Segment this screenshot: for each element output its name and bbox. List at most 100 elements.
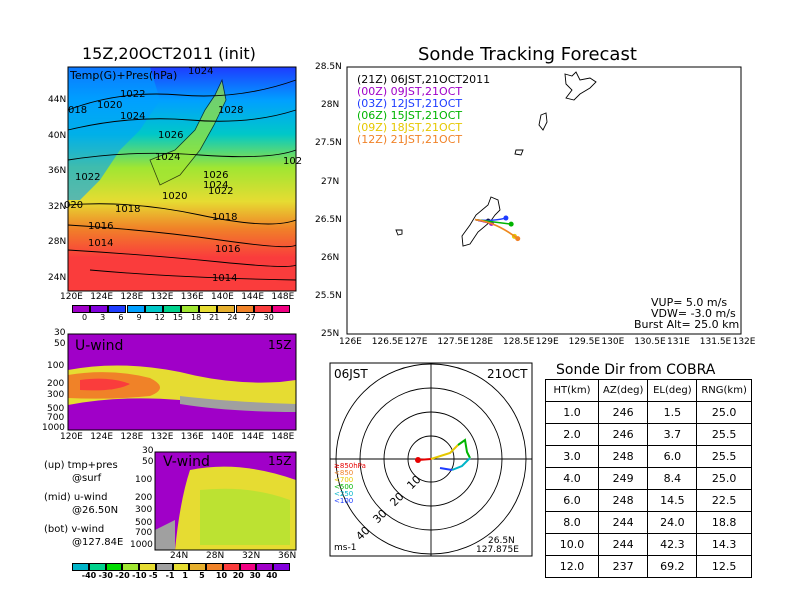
- colorbar-swatch: [172, 563, 190, 571]
- note-sub: @surf: [72, 473, 102, 484]
- isobar-label: 1018: [115, 204, 141, 215]
- lon-tick: 128E: [120, 292, 144, 302]
- colorbar-swatch: [90, 305, 109, 313]
- polar-top-right: 21OCT: [487, 367, 528, 381]
- table-cell: 244: [597, 511, 649, 534]
- colorbar-label: -1: [165, 571, 175, 580]
- colorbar-label: 0: [82, 313, 88, 322]
- legend-entry: (06Z) 15JST,21OCT: [357, 109, 463, 122]
- colorbar-swatch: [271, 305, 290, 313]
- note-sub: @127.84E: [72, 537, 124, 548]
- table-cell: 25.0: [696, 467, 752, 490]
- pressure-tick: 100: [47, 361, 65, 371]
- table-cell: 8.0: [545, 511, 599, 534]
- lon-tick: 132E: [150, 432, 174, 442]
- lat-tick: 26N: [321, 253, 340, 263]
- table-cell: 3.7: [647, 423, 698, 446]
- lat-tick: 36N: [278, 551, 297, 561]
- param-line: VUP= 5.0 m/s: [651, 296, 728, 309]
- lon-tick: 148E: [271, 292, 295, 302]
- colorbar-swatch: [155, 563, 173, 571]
- isobar-label: 1026: [203, 170, 229, 181]
- colorbar-swatch: [88, 563, 106, 571]
- colorbar-swatch: [105, 563, 123, 571]
- isobar-label: 1026: [158, 130, 184, 141]
- pressure-tick: 300: [135, 505, 153, 515]
- lon-tick: 140E: [211, 292, 234, 302]
- colorbar-label: 30: [249, 571, 261, 580]
- table-row: 8.0 244 24.0 18.8: [545, 511, 752, 534]
- lon-tick: 129E: [535, 337, 559, 347]
- colorbar-swatch: [181, 305, 200, 313]
- lon-tick: 144E: [241, 292, 265, 302]
- temp-map-svg: [67, 66, 297, 292]
- colorbar-label: 5: [199, 571, 205, 580]
- table-cell: 69.2: [647, 555, 698, 578]
- pressure-tick: 30: [142, 446, 154, 456]
- colorbar-swatch: [122, 563, 140, 571]
- colorbar-label: 20: [232, 571, 244, 580]
- pressure-tick: 100: [135, 475, 153, 485]
- u-wind-svg: [67, 333, 297, 431]
- map-label: Temp(G)+Pres(hPa): [70, 69, 178, 82]
- table-cell: 237: [597, 555, 649, 578]
- isobar-label: 1014: [212, 273, 238, 284]
- level-entry: <850: [334, 469, 354, 477]
- colorbar-label: 10: [215, 571, 228, 580]
- lat-tick: 40N: [48, 130, 67, 141]
- colorbar-swatch: [108, 305, 127, 313]
- pressure-tick: 200: [47, 379, 65, 389]
- isobar-label: 1018: [212, 212, 238, 223]
- table-cell: 12.5: [696, 555, 752, 578]
- table-cell: 24.0: [647, 511, 698, 534]
- note-sub: @26.50N: [72, 505, 119, 516]
- colorbar-swatch: [144, 305, 163, 313]
- table-cell: 6.0: [647, 445, 698, 468]
- sonde-table-title: Sonde Dir from COBRA: [556, 362, 716, 378]
- lat-tick: 28N: [206, 551, 225, 561]
- lon-tick: 136E: [180, 432, 204, 442]
- lat-tick: 27.5N: [315, 138, 342, 149]
- table-cell: 1.5: [647, 401, 698, 424]
- colorbar-swatch: [253, 305, 272, 313]
- sonde-table-header: HT(km) AZ(deg) EL(deg) RNG(km): [545, 379, 752, 402]
- legend-entry: (09Z) 18JST,21OCT: [357, 121, 463, 134]
- colorbar-label: 9: [136, 313, 142, 322]
- colorbar-label: 12: [154, 313, 165, 322]
- colorbar-label: 6: [118, 313, 124, 322]
- legend-entry: (12Z) 21JST,21OCT: [357, 133, 463, 146]
- table-cell: 1.0: [545, 401, 599, 424]
- pressure-tick: 50: [142, 457, 154, 467]
- lon-tick: 128.5E: [503, 337, 535, 347]
- table-cell: 246: [597, 423, 649, 446]
- table-cell: 12.0: [545, 555, 599, 578]
- track-lines: [474, 215, 521, 242]
- isobar-label: 102: [283, 156, 303, 167]
- colorbar-swatch: [239, 563, 257, 571]
- lon-tick: 128E: [470, 337, 494, 347]
- track-frame: [346, 66, 742, 335]
- lon-tick: 120E: [60, 292, 83, 302]
- table-row: 12.0 237 69.2 12.5: [545, 555, 752, 578]
- colorbar-label: 27: [245, 313, 256, 322]
- table-row: 2.0 246 3.7 25.5: [545, 423, 752, 446]
- lon-tick: 126E: [339, 337, 362, 347]
- lat-tick: 26.5N: [315, 214, 342, 225]
- colorbar-swatch: [222, 563, 240, 571]
- lon-tick: 140E: [211, 432, 234, 442]
- pressure-tick: 200: [135, 493, 153, 503]
- param-line: Burst Alt= 25.0 km: [634, 318, 740, 331]
- colorbar-label: -10: [132, 571, 147, 580]
- lat-tick: 24N: [48, 272, 67, 283]
- track-endpoint: [503, 215, 509, 221]
- isobar-label: 1020: [162, 191, 188, 202]
- lat-tick: 36N: [48, 166, 67, 176]
- table-cell: 2.0: [545, 423, 599, 446]
- sonde-table: HT(km) AZ(deg) EL(deg) RNG(km) 1.0 246 1.5 25.…: [545, 379, 752, 578]
- isobar-label: 1028: [218, 105, 244, 116]
- table-cell: 4.0: [545, 467, 599, 490]
- lon-tick: 129.5E: [568, 337, 601, 347]
- table-cell: 22.5: [696, 489, 752, 512]
- colorbar-swatch: [199, 305, 218, 313]
- isobar-label: 1016: [88, 221, 114, 232]
